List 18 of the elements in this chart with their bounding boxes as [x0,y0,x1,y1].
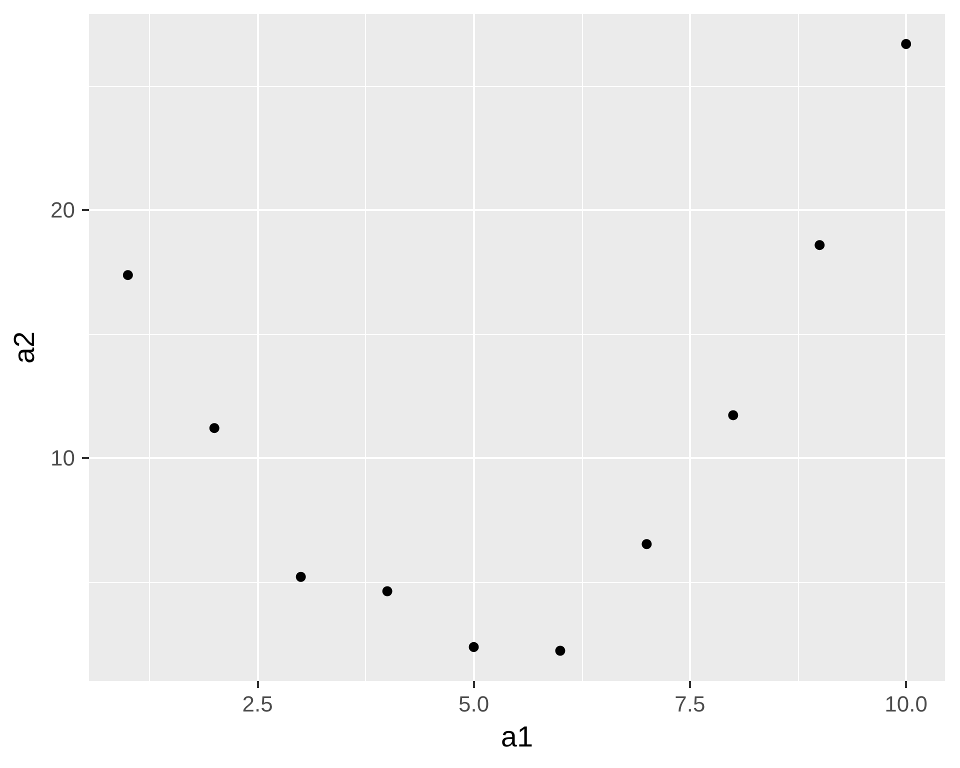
x-tick-label: 5.0 [458,692,490,716]
x-tick-label: 10.0 [884,692,928,716]
y-axis-title: a2 [9,331,42,364]
y-tick-label: 10 [50,445,75,470]
y-tick-label: 20 [50,197,75,222]
point [728,410,738,420]
point [296,572,306,582]
point [901,39,912,49]
x-axis-title: a1 [500,722,534,754]
point [122,270,133,280]
point [814,240,825,250]
point [468,642,479,652]
x-tick-label: 2.5 [242,692,273,716]
point [209,423,220,434]
point [555,646,566,656]
point [642,539,652,550]
point [382,586,392,596]
x-tick-label: 7.5 [674,692,706,716]
